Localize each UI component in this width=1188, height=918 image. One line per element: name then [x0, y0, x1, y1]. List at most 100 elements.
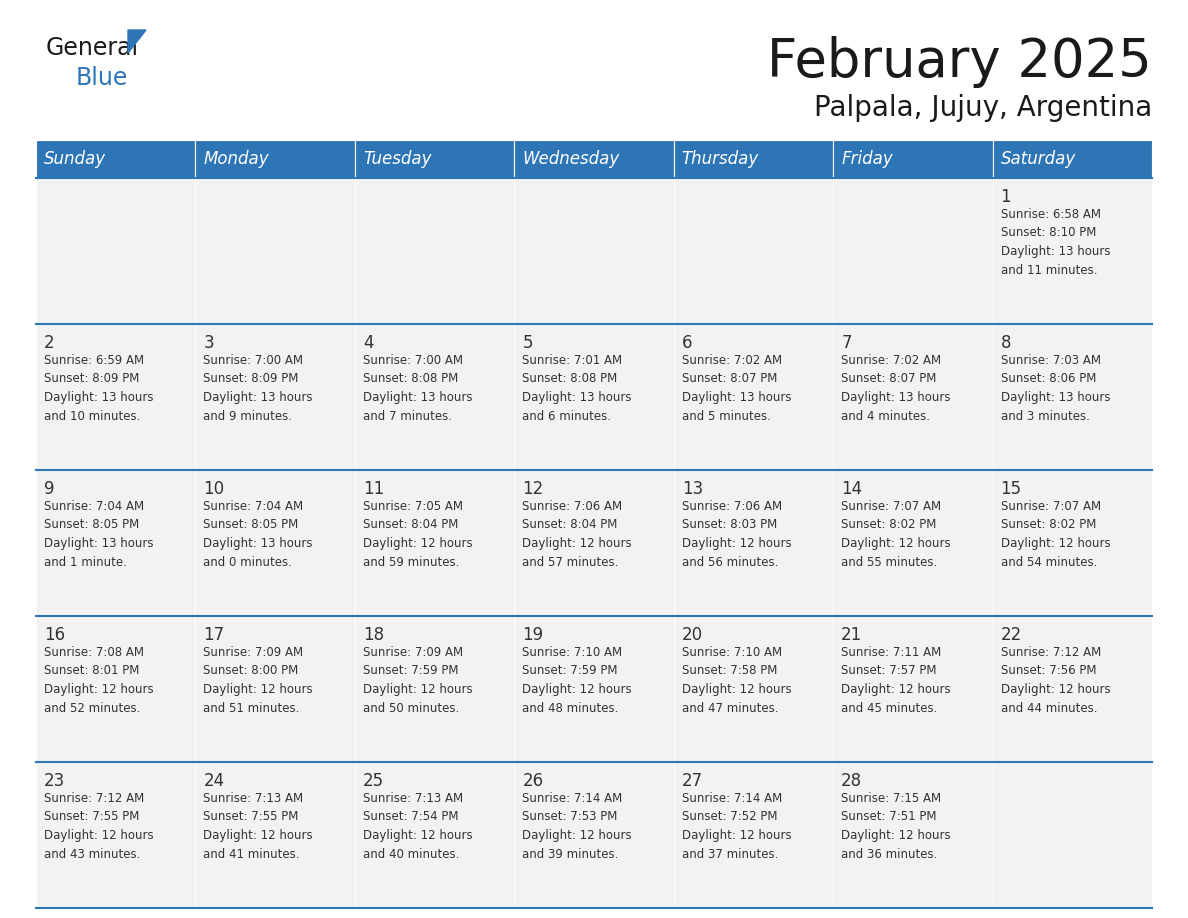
Text: 18: 18 — [362, 626, 384, 644]
Text: 5: 5 — [523, 334, 532, 352]
Text: 7: 7 — [841, 334, 852, 352]
Text: 9: 9 — [44, 480, 55, 498]
Text: Sunrise: 7:13 AM
Sunset: 7:55 PM
Daylight: 12 hours
and 41 minutes.: Sunrise: 7:13 AM Sunset: 7:55 PM Dayligh… — [203, 792, 314, 860]
Bar — [992, 140, 1152, 178]
Text: Sunrise: 7:00 AM
Sunset: 8:08 PM
Daylight: 13 hours
and 7 minutes.: Sunrise: 7:00 AM Sunset: 8:08 PM Dayligh… — [362, 354, 473, 422]
Bar — [674, 178, 833, 324]
Bar — [674, 762, 833, 908]
Text: General: General — [46, 36, 139, 60]
Bar — [674, 140, 833, 178]
Bar — [514, 140, 674, 178]
Text: Sunrise: 7:10 AM
Sunset: 7:59 PM
Daylight: 12 hours
and 48 minutes.: Sunrise: 7:10 AM Sunset: 7:59 PM Dayligh… — [523, 646, 632, 714]
Bar — [36, 616, 196, 762]
Bar — [514, 616, 674, 762]
Text: Sunrise: 7:04 AM
Sunset: 8:05 PM
Daylight: 13 hours
and 0 minutes.: Sunrise: 7:04 AM Sunset: 8:05 PM Dayligh… — [203, 500, 312, 568]
Bar — [196, 324, 355, 470]
Text: 8: 8 — [1000, 334, 1011, 352]
Text: Sunrise: 7:14 AM
Sunset: 7:53 PM
Daylight: 12 hours
and 39 minutes.: Sunrise: 7:14 AM Sunset: 7:53 PM Dayligh… — [523, 792, 632, 860]
Text: Sunday: Sunday — [44, 150, 106, 168]
Text: Tuesday: Tuesday — [362, 150, 431, 168]
Text: Sunrise: 7:12 AM
Sunset: 7:55 PM
Daylight: 12 hours
and 43 minutes.: Sunrise: 7:12 AM Sunset: 7:55 PM Dayligh… — [44, 792, 153, 860]
Bar — [833, 470, 992, 616]
Bar — [992, 616, 1152, 762]
Bar — [196, 140, 355, 178]
Bar — [196, 616, 355, 762]
Text: Sunrise: 7:11 AM
Sunset: 7:57 PM
Daylight: 12 hours
and 45 minutes.: Sunrise: 7:11 AM Sunset: 7:57 PM Dayligh… — [841, 646, 950, 714]
Text: Thursday: Thursday — [682, 150, 759, 168]
Bar — [992, 470, 1152, 616]
Bar — [992, 178, 1152, 324]
Text: 19: 19 — [523, 626, 543, 644]
Text: February 2025: February 2025 — [767, 36, 1152, 88]
Text: Palpala, Jujuy, Argentina: Palpala, Jujuy, Argentina — [814, 94, 1152, 122]
Bar — [355, 470, 514, 616]
Bar — [833, 140, 992, 178]
Text: Sunrise: 7:07 AM
Sunset: 8:02 PM
Daylight: 12 hours
and 54 minutes.: Sunrise: 7:07 AM Sunset: 8:02 PM Dayligh… — [1000, 500, 1111, 568]
Text: 4: 4 — [362, 334, 373, 352]
Text: 12: 12 — [523, 480, 544, 498]
Text: 21: 21 — [841, 626, 862, 644]
Text: 15: 15 — [1000, 480, 1022, 498]
Text: Sunrise: 6:59 AM
Sunset: 8:09 PM
Daylight: 13 hours
and 10 minutes.: Sunrise: 6:59 AM Sunset: 8:09 PM Dayligh… — [44, 354, 153, 422]
Bar — [36, 470, 196, 616]
Text: 14: 14 — [841, 480, 862, 498]
Text: Sunrise: 7:02 AM
Sunset: 8:07 PM
Daylight: 13 hours
and 5 minutes.: Sunrise: 7:02 AM Sunset: 8:07 PM Dayligh… — [682, 354, 791, 422]
Bar — [36, 178, 196, 324]
Bar — [514, 178, 674, 324]
Text: Blue: Blue — [76, 66, 128, 90]
Bar — [514, 470, 674, 616]
Text: 26: 26 — [523, 772, 543, 790]
Bar — [196, 470, 355, 616]
Text: Wednesday: Wednesday — [523, 150, 619, 168]
Bar — [674, 324, 833, 470]
Bar — [992, 324, 1152, 470]
Text: 13: 13 — [682, 480, 703, 498]
Bar — [36, 324, 196, 470]
Text: 25: 25 — [362, 772, 384, 790]
Polygon shape — [128, 30, 146, 53]
Text: Sunrise: 7:14 AM
Sunset: 7:52 PM
Daylight: 12 hours
and 37 minutes.: Sunrise: 7:14 AM Sunset: 7:52 PM Dayligh… — [682, 792, 791, 860]
Text: Monday: Monday — [203, 150, 268, 168]
Bar — [355, 762, 514, 908]
Bar — [833, 762, 992, 908]
Bar — [196, 178, 355, 324]
Text: 23: 23 — [44, 772, 65, 790]
Bar — [36, 762, 196, 908]
Text: 17: 17 — [203, 626, 225, 644]
Text: 1: 1 — [1000, 188, 1011, 206]
Text: Sunrise: 7:06 AM
Sunset: 8:04 PM
Daylight: 12 hours
and 57 minutes.: Sunrise: 7:06 AM Sunset: 8:04 PM Dayligh… — [523, 500, 632, 568]
Bar — [514, 762, 674, 908]
Text: Sunrise: 7:00 AM
Sunset: 8:09 PM
Daylight: 13 hours
and 9 minutes.: Sunrise: 7:00 AM Sunset: 8:09 PM Dayligh… — [203, 354, 312, 422]
Bar — [355, 616, 514, 762]
Text: Sunrise: 7:02 AM
Sunset: 8:07 PM
Daylight: 13 hours
and 4 minutes.: Sunrise: 7:02 AM Sunset: 8:07 PM Dayligh… — [841, 354, 950, 422]
Text: Sunrise: 7:06 AM
Sunset: 8:03 PM
Daylight: 12 hours
and 56 minutes.: Sunrise: 7:06 AM Sunset: 8:03 PM Dayligh… — [682, 500, 791, 568]
Text: Sunrise: 7:07 AM
Sunset: 8:02 PM
Daylight: 12 hours
and 55 minutes.: Sunrise: 7:07 AM Sunset: 8:02 PM Dayligh… — [841, 500, 950, 568]
Text: Sunrise: 7:09 AM
Sunset: 7:59 PM
Daylight: 12 hours
and 50 minutes.: Sunrise: 7:09 AM Sunset: 7:59 PM Dayligh… — [362, 646, 473, 714]
Bar — [355, 178, 514, 324]
Text: 28: 28 — [841, 772, 862, 790]
Bar — [833, 324, 992, 470]
Text: Sunrise: 7:04 AM
Sunset: 8:05 PM
Daylight: 13 hours
and 1 minute.: Sunrise: 7:04 AM Sunset: 8:05 PM Dayligh… — [44, 500, 153, 568]
Text: Saturday: Saturday — [1000, 150, 1076, 168]
Text: Sunrise: 7:15 AM
Sunset: 7:51 PM
Daylight: 12 hours
and 36 minutes.: Sunrise: 7:15 AM Sunset: 7:51 PM Dayligh… — [841, 792, 950, 860]
Text: 24: 24 — [203, 772, 225, 790]
Text: Sunrise: 7:01 AM
Sunset: 8:08 PM
Daylight: 13 hours
and 6 minutes.: Sunrise: 7:01 AM Sunset: 8:08 PM Dayligh… — [523, 354, 632, 422]
Bar — [355, 140, 514, 178]
Text: 3: 3 — [203, 334, 214, 352]
Text: 16: 16 — [44, 626, 65, 644]
Text: Sunrise: 7:03 AM
Sunset: 8:06 PM
Daylight: 13 hours
and 3 minutes.: Sunrise: 7:03 AM Sunset: 8:06 PM Dayligh… — [1000, 354, 1110, 422]
Text: 22: 22 — [1000, 626, 1022, 644]
Bar — [674, 616, 833, 762]
Text: 2: 2 — [44, 334, 55, 352]
Text: Sunrise: 7:12 AM
Sunset: 7:56 PM
Daylight: 12 hours
and 44 minutes.: Sunrise: 7:12 AM Sunset: 7:56 PM Dayligh… — [1000, 646, 1111, 714]
Text: 20: 20 — [682, 626, 703, 644]
Bar — [196, 762, 355, 908]
Bar — [514, 324, 674, 470]
Bar — [355, 324, 514, 470]
Bar — [833, 616, 992, 762]
Text: Sunrise: 6:58 AM
Sunset: 8:10 PM
Daylight: 13 hours
and 11 minutes.: Sunrise: 6:58 AM Sunset: 8:10 PM Dayligh… — [1000, 208, 1110, 276]
Text: 6: 6 — [682, 334, 693, 352]
Text: Sunrise: 7:08 AM
Sunset: 8:01 PM
Daylight: 12 hours
and 52 minutes.: Sunrise: 7:08 AM Sunset: 8:01 PM Dayligh… — [44, 646, 153, 714]
Text: Friday: Friday — [841, 150, 893, 168]
Bar — [36, 140, 196, 178]
